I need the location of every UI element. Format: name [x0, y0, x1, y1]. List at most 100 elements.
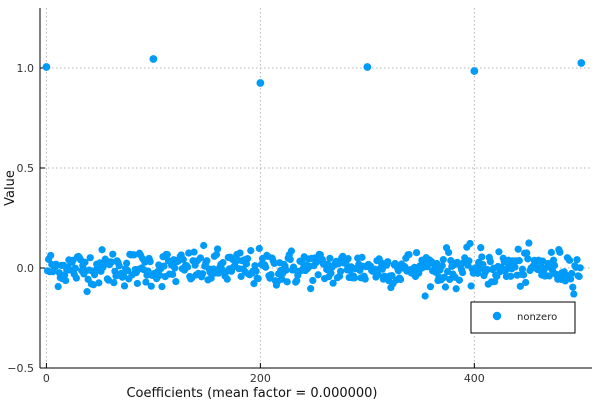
scatter-point — [142, 278, 150, 286]
scatter-point — [577, 59, 586, 67]
scatter-point — [556, 248, 564, 256]
legend-label-nonzero: nonzero — [517, 312, 557, 323]
scatter-point — [441, 283, 450, 291]
scatter-point — [547, 248, 555, 256]
scatter-point — [185, 249, 193, 257]
scatter-point — [445, 248, 453, 257]
scatter-point — [270, 259, 278, 267]
scatter-point — [380, 272, 389, 280]
scatter-point — [568, 269, 576, 278]
scatter-point — [171, 264, 179, 272]
scatter-point — [396, 275, 405, 284]
scatter-point — [337, 267, 345, 275]
scatter-point — [426, 283, 435, 291]
scatter-point — [467, 282, 475, 290]
scatter-point — [565, 256, 574, 264]
scatter-point — [146, 258, 154, 266]
y-tick-label: 0.0 — [17, 262, 35, 275]
scatter-point — [358, 253, 366, 261]
scatter-point — [179, 255, 187, 264]
scatter-point — [110, 279, 118, 287]
y-tick-label: −0.5 — [7, 362, 34, 375]
scatter-point — [412, 249, 421, 257]
scatter-point — [374, 271, 382, 279]
scatter-point — [247, 246, 255, 255]
scatter-point — [250, 280, 258, 288]
legend-box — [470, 301, 576, 334]
scatter-point — [479, 260, 487, 269]
scatter-point — [83, 288, 91, 296]
x-axis-label: Coefficients (mean factor = 0.000000) — [126, 386, 377, 400]
scatter-point — [286, 255, 294, 264]
scatter-point — [160, 262, 168, 270]
x-tick-label: 400 — [464, 372, 485, 385]
scatter-point — [149, 55, 158, 63]
scatter-point — [54, 282, 62, 291]
scatter-point — [109, 250, 117, 258]
scatter-point — [518, 265, 527, 273]
y-tick-label: 1.0 — [17, 62, 35, 75]
scatter-point — [207, 274, 215, 282]
scatter-point — [507, 272, 515, 280]
scatter-point — [483, 265, 491, 274]
scatter-point — [405, 250, 413, 259]
scatter-point — [523, 249, 531, 257]
scatter-point — [72, 274, 80, 282]
scatter-point — [86, 254, 94, 262]
scatter-point — [452, 285, 460, 293]
scatter-point — [256, 79, 265, 87]
scatter-point — [516, 282, 524, 290]
scatter-point — [158, 282, 166, 291]
scatter-point — [251, 262, 259, 270]
scatter-point — [199, 270, 207, 278]
scatter-point — [466, 239, 474, 248]
scatter-point — [575, 272, 583, 281]
scatter-point — [203, 257, 211, 265]
scatter-point — [133, 279, 141, 288]
scatter-point — [283, 278, 291, 286]
scatter-point — [98, 246, 106, 254]
scatter-point — [287, 247, 295, 255]
legend-marker-nonzero — [492, 311, 502, 321]
scatter-point — [573, 256, 581, 264]
scatter-point — [213, 245, 222, 253]
scatter-point — [254, 274, 262, 283]
scatter-point — [184, 263, 192, 271]
scatter-point — [465, 257, 473, 265]
legend: nonzero — [470, 301, 576, 334]
scatter-point — [477, 244, 485, 252]
scatter-point — [438, 262, 446, 270]
x-tick-label: 200 — [250, 372, 271, 385]
scatter-point — [515, 257, 523, 265]
y-tick-label: 0.5 — [17, 162, 35, 175]
scatter-point — [478, 253, 486, 261]
scatter-point — [361, 275, 369, 283]
scatter-point — [511, 263, 519, 271]
tick-labels: 0 200 400 −0.5 0.0 0.5 1.0 — [7, 62, 485, 385]
scatter-point — [293, 276, 301, 285]
scatter-point — [525, 239, 533, 247]
scatter-point — [567, 275, 575, 283]
scatter-point — [252, 267, 260, 275]
scatter-point — [519, 271, 528, 279]
scatter-point — [329, 279, 337, 287]
scatter-point — [104, 276, 113, 284]
scatter-point — [62, 276, 70, 285]
scatter-point — [236, 249, 244, 257]
scatter-point — [363, 63, 372, 71]
scatter-point — [388, 272, 396, 280]
scatter-point — [545, 272, 553, 280]
scatter-point — [219, 259, 227, 267]
scatter-point — [169, 270, 177, 279]
x-tick-label: 0 — [43, 372, 50, 385]
scatter-point — [455, 276, 463, 284]
scatter-point — [495, 248, 503, 256]
scatter-point — [120, 282, 129, 290]
scatter-point — [371, 265, 379, 273]
scatter-point — [326, 254, 334, 262]
scatter-point — [47, 251, 55, 260]
scatter-point — [327, 269, 335, 277]
scatter-point — [81, 258, 89, 266]
scatter-point — [421, 292, 429, 300]
scatter-point — [524, 255, 532, 263]
